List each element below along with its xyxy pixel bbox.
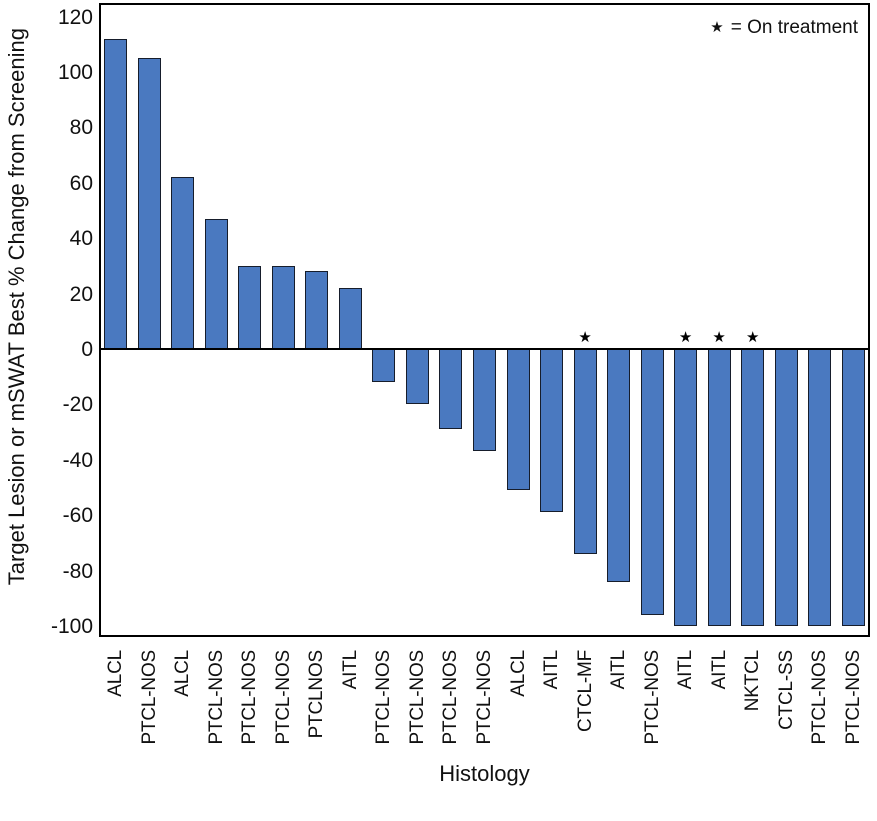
star-icon: ★ [710,17,724,36]
bar-ptcl-nos [808,349,831,626]
on-treatment-star-icon: ★ [678,328,693,346]
y-axis-title: Target Lesion or mSWAT Best % Change fro… [4,28,29,586]
bar-ptclnos [305,271,328,349]
bar-ptcl-nos [372,349,395,382]
bar-ctcl-mf [574,349,597,554]
x-tick-label: NKTCL [742,650,763,712]
bar-ptcl-nos [439,349,462,429]
y-tick-label: -80 [62,559,93,583]
x-tick-label: PTCL-NOS [809,650,830,745]
y-tick-label: 40 [69,227,93,251]
y-tick-label: 120 [57,5,93,29]
bar-ptcl-nos [473,349,496,451]
bar-ptcl-nos [138,58,161,349]
bar-ptcl-nos [641,349,664,615]
zero-baseline [99,348,870,350]
on-treatment-star-icon: ★ [712,328,726,346]
bar-aitl [607,349,630,582]
y-tick-label: -60 [62,504,93,528]
y-tick-label: -100 [50,615,93,638]
y-tick-label: 100 [57,61,93,84]
x-tick-label: PTCL-NOS [139,650,160,745]
x-tick-label: PTCL-NOS [239,650,260,745]
bar-aitl [339,288,362,349]
x-tick-label: PTCL-NOS [642,650,663,745]
x-tick-label: PTCL-NOS [407,650,428,745]
bar-ptcl-nos [406,349,429,404]
bar-alcl [171,177,194,349]
x-axis-title: Histology [439,761,530,786]
x-tick-label: AITL [340,650,361,690]
y-tick-label: -20 [62,393,93,417]
y-tick-label: 20 [69,282,93,306]
x-tick-label: AITL [709,650,730,690]
x-tick-label: PTCL-NOS [843,650,864,745]
y-tick-label: 80 [69,116,93,140]
x-tick-label: AITL [541,650,562,690]
bar-aitl [674,349,697,626]
x-tick-label: PTCL-NOS [440,650,461,745]
y-tick-label: 60 [69,171,93,195]
x-tick-label: PTCL-NOS [273,650,294,745]
x-tick-label: PTCL-NOS [206,650,227,745]
legend-label: = On treatment [730,17,858,38]
y-tick-label: -40 [62,448,93,472]
x-tick-label: PTCLNOS [306,650,327,739]
legend: ★ = On treatment [710,17,858,39]
x-tick-label: ALCL [105,650,126,697]
bar-aitl [540,349,563,512]
y-tick-label: 0 [81,338,93,361]
on-treatment-star-icon: ★ [745,328,760,346]
x-tick-label: ALCL [508,650,529,697]
on-treatment-star-icon: ★ [578,328,592,346]
bar-ptcl-nos [238,266,261,349]
x-tick-label: CTCL-MF [575,650,596,732]
bar-nktcl [741,349,764,626]
x-tick-label: CTCL-SS [776,650,797,730]
bar-ptcl-nos [205,219,228,349]
bar-aitl [708,349,731,626]
x-tick-label: AITL [608,650,629,690]
bar-alcl [104,39,127,349]
x-tick-label: PTCL-NOS [474,650,495,745]
x-tick-label: PTCL-NOS [373,650,394,745]
bar-ptcl-nos [842,349,865,626]
bar-ptcl-nos [272,266,295,349]
x-tick-label: AITL [675,650,696,690]
bar-ctcl-ss [775,349,798,626]
bar-alcl [507,349,530,490]
x-tick-label: ALCL [172,650,193,697]
